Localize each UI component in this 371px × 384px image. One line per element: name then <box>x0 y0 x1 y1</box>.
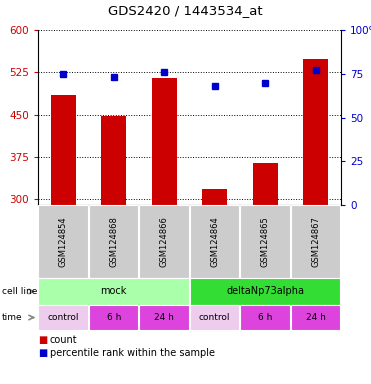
Text: ■: ■ <box>38 348 47 358</box>
Text: time: time <box>2 313 23 322</box>
Text: mock: mock <box>101 286 127 296</box>
Text: GSM124868: GSM124868 <box>109 216 118 267</box>
Bar <box>50 95 76 205</box>
Text: control: control <box>199 313 230 322</box>
Text: GSM124867: GSM124867 <box>311 216 320 267</box>
Bar <box>253 163 278 205</box>
Text: 24 h: 24 h <box>154 313 174 322</box>
Text: control: control <box>47 313 79 322</box>
Bar <box>152 78 177 205</box>
Text: 24 h: 24 h <box>306 313 326 322</box>
Text: GSM124854: GSM124854 <box>59 216 68 267</box>
Bar <box>303 60 328 205</box>
Text: GSM124865: GSM124865 <box>261 216 270 267</box>
Text: percentile rank within the sample: percentile rank within the sample <box>50 348 215 358</box>
Text: cell line: cell line <box>2 287 37 296</box>
Text: ■: ■ <box>38 335 47 345</box>
Text: 6 h: 6 h <box>258 313 272 322</box>
Text: GSM124866: GSM124866 <box>160 216 169 267</box>
Text: GSM124864: GSM124864 <box>210 216 219 267</box>
Bar <box>202 189 227 205</box>
Bar <box>101 116 127 205</box>
Text: GDS2420 / 1443534_at: GDS2420 / 1443534_at <box>108 4 263 17</box>
Text: deltaNp73alpha: deltaNp73alpha <box>226 286 304 296</box>
Text: 6 h: 6 h <box>106 313 121 322</box>
Text: count: count <box>50 335 78 345</box>
